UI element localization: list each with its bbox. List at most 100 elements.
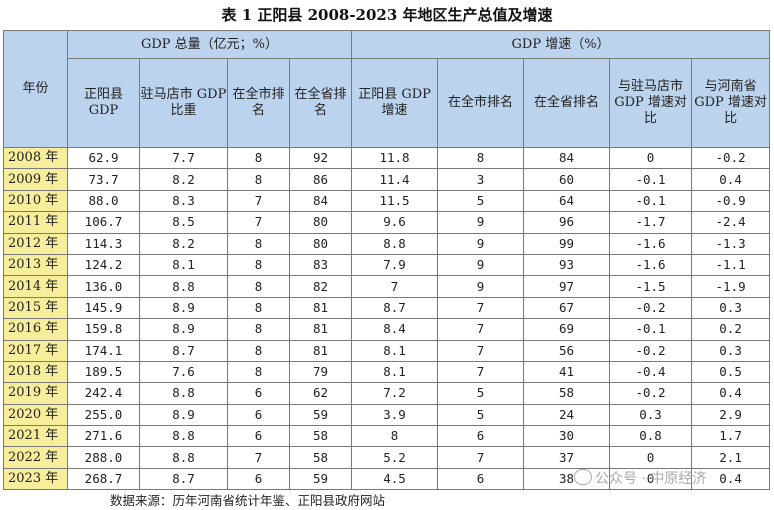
value-cell: 288.0 <box>67 446 140 469</box>
value-cell: 0.5 <box>691 360 771 384</box>
value-cell: 8.9 <box>139 403 228 427</box>
value-cell: 30 <box>523 425 611 448</box>
year-cell: 2021 年 <box>3 425 68 448</box>
value-cell: 255.0 <box>67 403 140 427</box>
gdp-table: 年份 GDP 总量（亿元；%） GDP 增速（%） 正阳县 GDP 驻马店市 G… <box>3 30 771 491</box>
table-row: 2008 年 62.9 7.7 8 92 11.8 8 84 0 -0.2 <box>3 146 771 170</box>
table-row: 2009 年 73.7 8.2 8 86 11.4 3 60 -0.1 0.4 <box>3 168 771 191</box>
table-row: 2018 年 189.5 7.6 8 79 8.1 7 41 -0.4 0.5 <box>3 360 771 384</box>
value-cell: 8.7 <box>139 339 228 362</box>
value-cell: 97 <box>523 275 611 298</box>
header-group-growth: GDP 增速（%） <box>351 30 771 59</box>
value-cell: 8.2 <box>139 168 228 191</box>
value-cell: 9.6 <box>351 211 439 234</box>
year-cell: 2019 年 <box>3 382 68 405</box>
value-cell: -1.5 <box>609 275 693 298</box>
value-cell: 7.7 <box>139 146 228 170</box>
value-cell: 174.1 <box>67 339 140 362</box>
value-cell: 83 <box>288 253 353 277</box>
value-cell: 0.2 <box>691 318 771 341</box>
value-cell: 80 <box>288 232 353 255</box>
value-cell: 81 <box>288 296 353 320</box>
value-cell: 8.1 <box>139 253 228 277</box>
value-cell: 8 <box>227 275 290 298</box>
value-cell: 80 <box>288 211 353 234</box>
value-cell: 3.9 <box>351 403 439 427</box>
value-cell: 6 <box>227 467 290 491</box>
value-cell: 86 <box>288 168 353 191</box>
value-cell: 82 <box>288 275 353 298</box>
value-cell: 0.4 <box>691 382 771 405</box>
value-cell: -1.1 <box>691 253 771 277</box>
value-cell: 136.0 <box>67 275 140 298</box>
watermark-text: 公众号 · 中原经济 <box>595 471 707 487</box>
value-cell: 6 <box>227 382 290 405</box>
value-cell: 79 <box>288 360 353 384</box>
value-cell: 8 <box>351 425 439 448</box>
value-cell: 2.9 <box>691 403 771 427</box>
value-cell: -0.1 <box>609 318 693 341</box>
value-cell: -0.1 <box>609 168 693 191</box>
value-cell: 8.8 <box>139 275 228 298</box>
value-cell: 268.7 <box>67 467 140 491</box>
value-cell: 8.3 <box>139 189 228 213</box>
value-cell: -0.9 <box>691 189 771 213</box>
header-col: 正阳县 GDP <box>67 58 140 148</box>
value-cell: 8.7 <box>139 467 228 491</box>
value-cell: 8 <box>227 146 290 170</box>
value-cell: 56 <box>523 339 611 362</box>
value-cell: 8 <box>227 339 290 362</box>
value-cell: 0 <box>609 446 693 469</box>
value-cell: 7.9 <box>351 253 439 277</box>
year-cell: 2017 年 <box>3 339 68 362</box>
year-cell: 2011 年 <box>3 211 68 234</box>
value-cell: 7 <box>437 446 525 469</box>
header-col: 在全省排名 <box>288 58 353 148</box>
table-row: 2017 年 174.1 8.7 8 81 8.1 7 56 -0.2 0.3 <box>3 339 771 362</box>
value-cell: 58 <box>523 382 611 405</box>
value-cell: 58 <box>288 446 353 469</box>
value-cell: 73.7 <box>67 168 140 191</box>
value-cell: 0.3 <box>609 403 693 427</box>
header-col: 正阳县 GDP 增速 <box>351 58 439 148</box>
value-cell: 0 <box>609 146 693 170</box>
value-cell: -1.7 <box>609 211 693 234</box>
value-cell: 7 <box>227 211 290 234</box>
value-cell: 81 <box>288 339 353 362</box>
value-cell: 6 <box>227 425 290 448</box>
value-cell: 0 <box>609 467 693 491</box>
value-cell: 8.4 <box>351 318 439 341</box>
value-cell: 84 <box>523 146 611 170</box>
year-cell: 2013 年 <box>3 253 68 277</box>
value-cell: -1.6 <box>609 232 693 255</box>
value-cell: 8.8 <box>139 425 228 448</box>
table-row: 2016 年 159.8 8.9 8 81 8.4 7 69 -0.1 0.2 <box>3 318 771 341</box>
value-cell: 6 <box>227 403 290 427</box>
value-cell: 159.8 <box>67 318 140 341</box>
header-col: 与驻马店市 GDP 增速对比 <box>609 58 693 148</box>
value-cell: 8 <box>227 232 290 255</box>
header-col: 与河南省 GDP 增速对比 <box>691 58 771 148</box>
year-cell: 2009 年 <box>3 168 68 191</box>
table-row: 2014 年 136.0 8.8 8 82 7 9 97 -1.5 -1.9 <box>3 275 771 298</box>
value-cell: 7 <box>437 296 525 320</box>
value-cell: -2.4 <box>691 211 771 234</box>
value-cell: 242.4 <box>67 382 140 405</box>
value-cell: 6 <box>437 467 525 491</box>
table-row: 2019 年 242.4 8.8 6 62 7.2 5 58 -0.2 0.4 <box>3 382 771 405</box>
header-col: 在全市排名 <box>437 58 525 148</box>
value-cell: -1.6 <box>609 253 693 277</box>
value-cell: 5 <box>437 189 525 213</box>
value-cell: 8.9 <box>139 296 228 320</box>
table-title: 表 1 正阳县 2008-2023 年地区生产总值及增速 <box>221 6 553 24</box>
value-cell: 59 <box>288 403 353 427</box>
value-cell: 37 <box>523 446 611 469</box>
value-cell: 5 <box>437 403 525 427</box>
value-cell: 5.2 <box>351 446 439 469</box>
value-cell: 7 <box>351 275 439 298</box>
value-cell: 0.4 <box>691 168 771 191</box>
value-cell: 271.6 <box>67 425 140 448</box>
value-cell: 4.5 <box>351 467 439 491</box>
value-cell: 9 <box>437 232 525 255</box>
value-cell: 0.4 <box>691 467 771 491</box>
